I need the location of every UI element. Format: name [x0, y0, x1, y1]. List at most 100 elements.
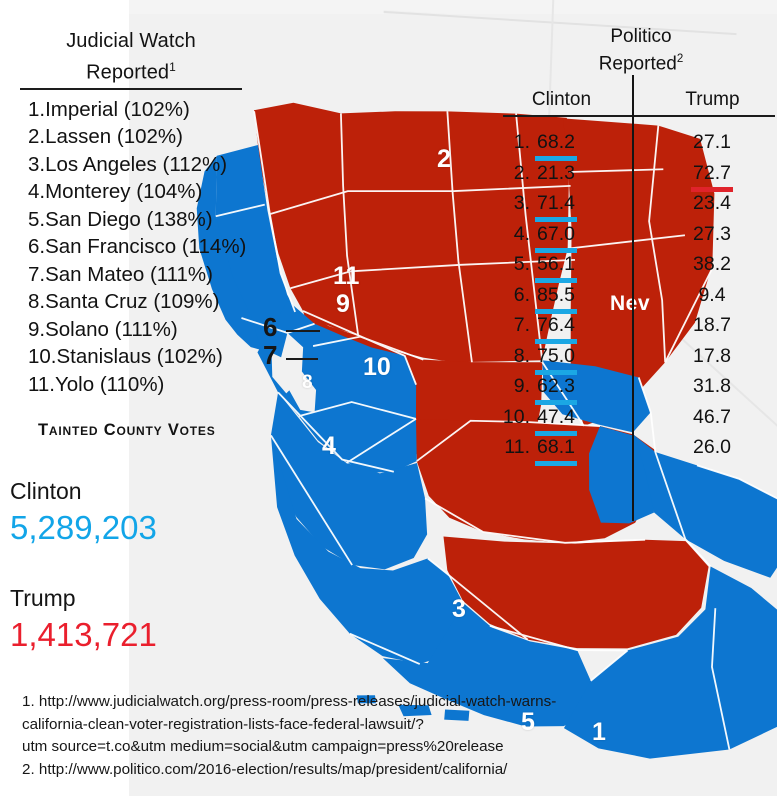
trump-cell: 9.4 [698, 283, 726, 306]
trump-cell: 27.3 [693, 222, 731, 245]
clinton-value: 71.4 [535, 192, 577, 223]
clinton-value: 56.1 [535, 253, 577, 284]
politico-table: Politico Reported2 Clinton Trump 1. 68.2… [497, 26, 777, 467]
left-panel-background [0, 0, 129, 796]
trump-cell: 23.4 [693, 192, 731, 215]
politico-header-rule [503, 115, 775, 118]
trump-cell: 31.8 [693, 375, 731, 398]
map-marker-11: 11 [333, 262, 360, 290]
row-index: 11. [504, 436, 530, 459]
trump-cell: 27.1 [693, 131, 731, 154]
trump-cell: 72.7 [647, 161, 777, 192]
footnote-1-line-2: california-clean-voter-registration-list… [22, 715, 424, 733]
map-marker-2: 2 [437, 145, 451, 173]
clinton-value: 76.4 [535, 314, 577, 345]
list-item: 5.San Diego (138%) [28, 207, 213, 231]
top-strip [129, 0, 777, 14]
column-header-trump: Trump [685, 89, 740, 111]
list-item: 1.Imperial (102%) [28, 97, 190, 121]
map-marker-5: 5 [521, 708, 535, 736]
judicial-watch-title: Judicial Watch Reported1 [0, 28, 262, 86]
table-row: 2. 21.3 72.7 [497, 162, 777, 193]
tainted-trump-block: Trump 1,413,721 [10, 585, 157, 655]
map-marker-10: 10 [363, 353, 391, 381]
list-item: 11.Yolo (110%) [28, 372, 165, 396]
clinton-value: 85.5 [535, 283, 577, 314]
table-row: 4. 67.0 27.3 [497, 223, 777, 254]
map-marker-3: 3 [452, 595, 466, 623]
judicial-watch-footnote-marker: 1 [169, 60, 176, 74]
judicial-watch-panel: Judicial Watch Reported1 1.Imperial (102… [0, 28, 262, 398]
row-index: 7. [513, 314, 530, 337]
map-marker-6: 6 [263, 312, 278, 342]
leader-line-6 [286, 330, 320, 332]
row-index: 6. [513, 283, 530, 306]
california-election-map [196, 0, 777, 782]
trump-cell: 38.2 [693, 253, 731, 276]
clinton-value: 75.0 [535, 344, 577, 375]
list-item: 10.Stanislaus (102%) [28, 345, 223, 369]
row-index: 5. [513, 253, 530, 276]
leader-line-7 [286, 358, 318, 360]
table-row: 10. 47.4 46.7 [497, 406, 777, 437]
judicial-watch-title-line1: Judicial Watch [66, 30, 196, 52]
clinton-value: 68.1 [535, 436, 577, 467]
list-item: 9.Solano (111%) [28, 317, 178, 341]
trump-value: 72.7 [691, 161, 733, 192]
column-header-clinton: Clinton [531, 89, 592, 111]
judicial-watch-title-rule [20, 87, 242, 90]
clinton-cell: 85.5 [535, 283, 647, 314]
clinton-value: 68.2 [535, 131, 577, 162]
list-item: 7.San Mateo (111%) [28, 262, 213, 286]
list-item: 8.Santa Cruz (109%) [28, 290, 220, 314]
row-index: 2. [513, 161, 530, 184]
map-marker-1: 1 [592, 718, 606, 746]
map-marker-7: 7 [263, 340, 278, 370]
list-item: 4.Monterey (104%) [28, 180, 203, 204]
table-row: 6. 85.5 9.4 [497, 284, 777, 315]
politico-title: Politico Reported2 [497, 26, 777, 75]
table-row: 3. 71.4 23.4 [497, 192, 777, 223]
trump-cell: 17.8 [693, 344, 731, 367]
table-row: 1. 68.2 27.1 [497, 131, 777, 162]
tainted-votes-heading: Tainted County Votes [38, 421, 216, 439]
politico-rows: 1. 68.2 27.1 2. 21.3 72.7 3. 71.4 23.4 4… [497, 131, 777, 467]
row-index: 4. [513, 222, 530, 245]
row-index: 1. [513, 131, 530, 154]
politico-column-divider [632, 75, 634, 521]
map-state-label-nevada: Nev [610, 292, 651, 315]
clinton-cell: 47.4 [535, 406, 647, 436]
clinton-cell: 67.0 [535, 222, 647, 253]
clinton-cell: 68.1 [535, 436, 647, 467]
clinton-value: 67.0 [535, 222, 577, 253]
list-item: 6.San Francisco (114%) [28, 235, 247, 259]
table-row: 7. 76.4 18.7 [497, 314, 777, 345]
clinton-cell: 68.2 [535, 131, 647, 162]
tainted-clinton-block: Clinton 5,289,203 [10, 478, 157, 548]
clinton-cell: 21.3 [535, 162, 647, 185]
judicial-watch-county-list: 1.Imperial (102%) 2.Lassen (102%) 3.Los … [28, 96, 262, 399]
trump-cell: 46.7 [693, 405, 731, 428]
clinton-cell: 75.0 [535, 344, 647, 375]
clinton-value: 62.3 [535, 375, 577, 406]
map-marker-8: 8 [302, 372, 313, 393]
row-index: 3. [513, 192, 530, 215]
judicial-watch-title-line2: Reported [86, 61, 170, 84]
politico-title-line2: Reported [598, 53, 677, 75]
table-row: 11. 68.1 26.0 [497, 436, 777, 467]
table-row: 5. 56.1 38.2 [497, 253, 777, 284]
trump-cell: 18.7 [693, 314, 731, 337]
footnote-2: 2. http://www.politico.com/2016-election… [22, 760, 508, 778]
list-item: 2.Lassen (102%) [28, 125, 183, 149]
tainted-clinton-votes: 5,289,203 [10, 509, 157, 546]
clinton-cell: 56.1 [535, 253, 647, 284]
table-row: 8. 75.0 17.8 [497, 345, 777, 376]
politico-title-line1: Politico [610, 26, 672, 47]
footnote-1-line-1: 1. http://www.judicialwatch.org/press-ro… [22, 693, 557, 710]
clinton-cell: 71.4 [535, 192, 647, 223]
clinton-value: 21.3 [537, 161, 575, 184]
tainted-clinton-label: Clinton [10, 478, 82, 504]
list-item: 3.Los Angeles (112%) [28, 152, 228, 176]
row-index: 8. [513, 344, 530, 367]
